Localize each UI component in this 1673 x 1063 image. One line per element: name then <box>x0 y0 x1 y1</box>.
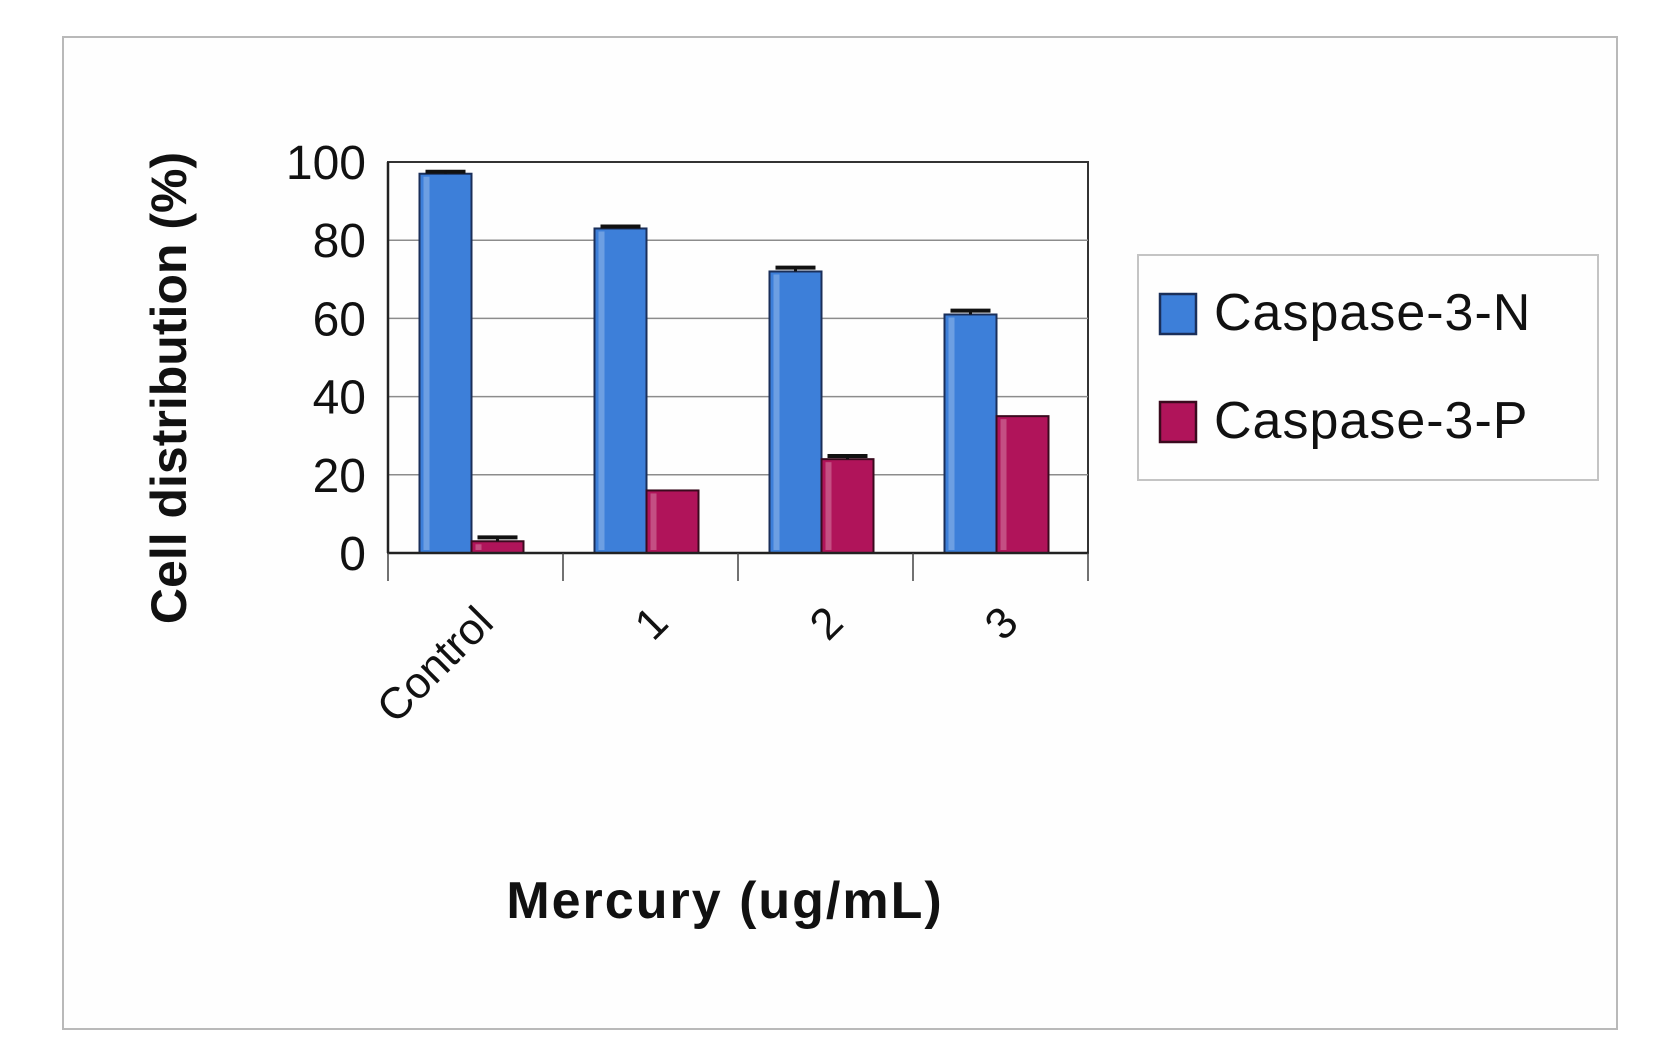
legend: Caspase-3-N Caspase-3-P <box>1137 254 1599 481</box>
plot-area <box>386 161 1089 581</box>
legend-swatch-caspase-3-p <box>1158 400 1198 444</box>
y-tick-label: 80 <box>313 215 366 268</box>
legend-box <box>1137 254 1599 481</box>
bar-highlight <box>423 176 430 551</box>
y-tick-label: 60 <box>313 293 366 346</box>
bar-highlight <box>773 274 780 550</box>
bar-highlight <box>948 317 955 550</box>
x-tick-label: 3 <box>976 597 1028 649</box>
x-tick-label: 1 <box>626 597 678 649</box>
y-tick-label: 40 <box>313 372 366 425</box>
y-tick-label: 0 <box>339 528 366 581</box>
x-tick-label: 2 <box>801 597 853 649</box>
y-axis-label: Cell distribution (%) <box>141 152 197 624</box>
bar-caspase-3-p <box>645 489 700 555</box>
legend-label-caspase-3-n: Caspase-3-N <box>1214 284 1531 342</box>
x-axis-label: Mercury (ug/mL) <box>506 872 943 930</box>
bar-highlight <box>475 544 482 550</box>
y-tick-labels: 0 20 40 60 80 100 <box>286 137 366 581</box>
y-tick-label: 20 <box>313 450 366 503</box>
y-tick-label: 100 <box>286 137 366 190</box>
bar-caspase-3-p <box>995 415 1050 554</box>
x-tick-label: Control <box>368 597 503 732</box>
bar-highlight <box>650 493 657 550</box>
x-tick-labels: Control 1 2 3 <box>368 597 1028 732</box>
axes <box>386 162 1089 581</box>
bar-highlight <box>1000 419 1007 550</box>
legend-label-caspase-3-p: Caspase-3-P <box>1214 392 1528 450</box>
bar-highlight <box>598 231 605 550</box>
bar-highlight <box>825 462 832 550</box>
legend-swatch-caspase-3-n <box>1158 292 1198 336</box>
bar-caspase-3-n <box>593 227 648 554</box>
